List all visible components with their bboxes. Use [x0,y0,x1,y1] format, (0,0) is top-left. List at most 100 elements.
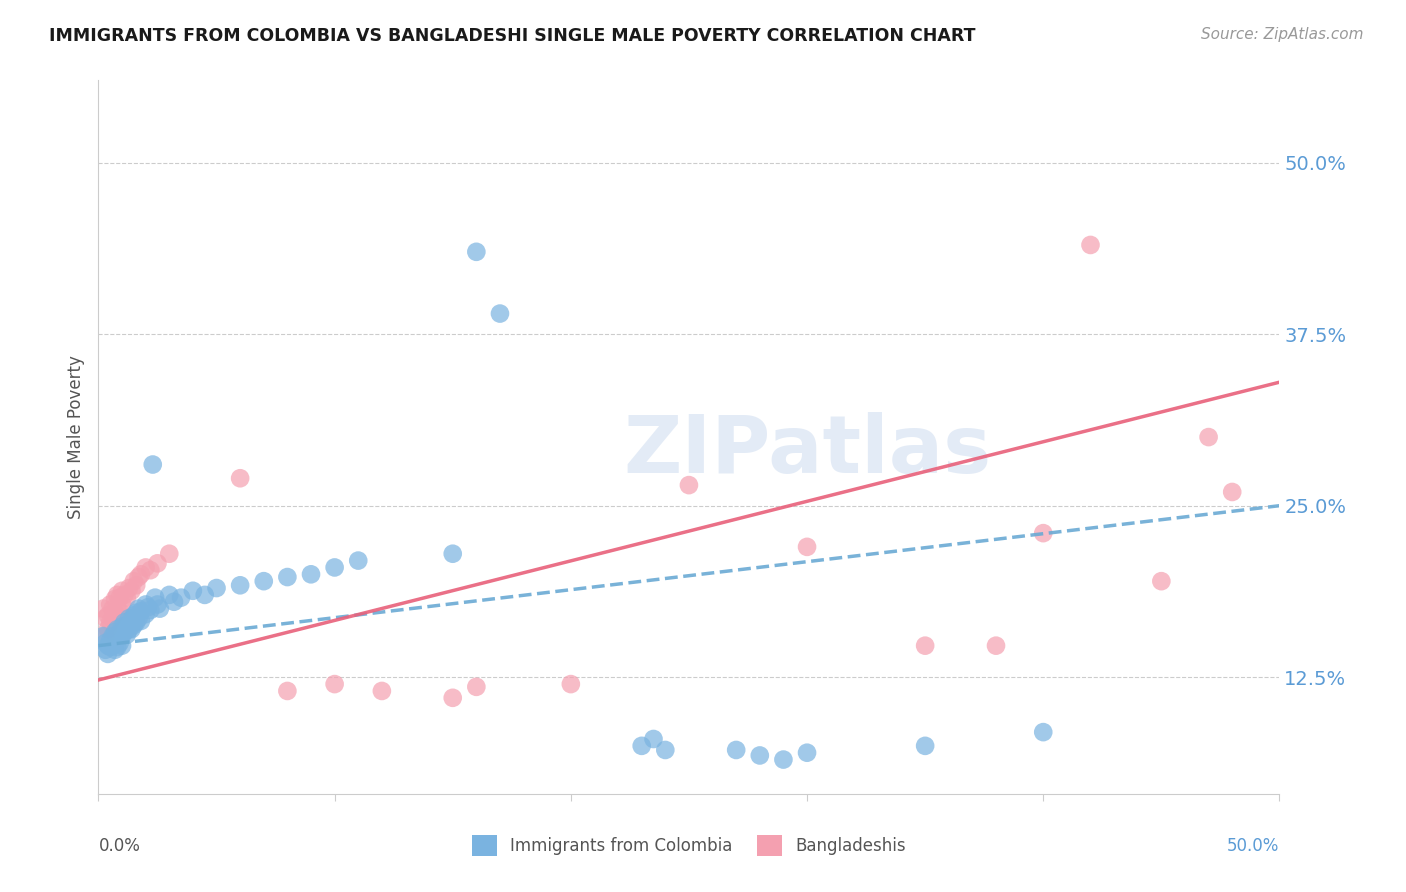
Point [643,731,665,746]
Point [139,563,162,577]
Point [135,560,157,574]
Point [772,753,794,767]
Point [108,626,131,640]
Point [111,583,134,598]
Point [105,601,128,615]
Point [112,588,135,602]
Point [122,608,145,623]
Point [229,578,252,592]
Point [122,574,145,589]
Point [984,639,1007,653]
Point [229,471,252,485]
Point [914,739,936,753]
Point [125,578,148,592]
Point [101,601,124,615]
Point [1032,725,1054,739]
Point [146,557,169,571]
Point [101,611,124,625]
Point [98,633,121,648]
Point [748,748,770,763]
Point [125,606,148,620]
Point [678,478,700,492]
Point [163,595,186,609]
Point [170,591,193,605]
Point [115,591,138,605]
Point [128,570,150,584]
Point [347,553,370,567]
Point [94,629,117,643]
Point [91,601,114,615]
Text: 50.0%: 50.0% [1227,837,1279,855]
Point [91,629,114,643]
Point [157,588,180,602]
Point [630,739,652,753]
Point [136,600,159,615]
Point [1198,430,1220,444]
Point [97,622,120,636]
Point [299,567,322,582]
Point [139,603,162,617]
Point [149,601,172,615]
Point [796,540,818,554]
Point [181,583,204,598]
Point [371,684,394,698]
Point [112,615,135,630]
Point [111,619,134,633]
Text: IMMIGRANTS FROM COLOMBIA VS BANGLADESHI SINGLE MALE POVERTY CORRELATION CHART: IMMIGRANTS FROM COLOMBIA VS BANGLADESHI … [49,27,976,45]
Point [115,618,138,632]
Point [276,570,298,584]
Text: Source: ZipAtlas.com: Source: ZipAtlas.com [1201,27,1364,42]
Point [489,307,512,321]
Point [97,647,120,661]
Point [104,642,127,657]
Point [725,743,748,757]
Point [98,598,121,612]
Y-axis label: Single Male Poverty: Single Male Poverty [66,355,84,519]
Point [560,677,582,691]
Point [253,574,276,589]
Text: ZIPatlas: ZIPatlas [623,412,991,491]
Point [125,615,148,630]
Point [129,567,152,582]
Legend: Immigrants from Colombia, Bangladeshis: Immigrants from Colombia, Bangladeshis [463,827,915,864]
Point [104,592,127,607]
Point [194,588,217,602]
Point [105,640,128,654]
Point [94,642,117,657]
Text: 0.0%: 0.0% [98,837,141,855]
Point [105,632,128,646]
Point [1220,485,1243,500]
Point [118,622,141,636]
Point [441,690,464,705]
Point [121,613,143,627]
Point [108,636,131,650]
Point [205,581,228,595]
Point [122,618,145,632]
Point [129,604,152,618]
Point [97,639,120,653]
Point [98,615,121,630]
Point [796,746,818,760]
Point [105,622,128,636]
Point [105,588,128,602]
Point [98,640,121,654]
Point [104,633,127,648]
Point [97,608,120,623]
Point [142,458,165,472]
Point [1150,574,1173,589]
Point [465,680,488,694]
Point [1032,526,1054,541]
Point [914,639,936,653]
Point [128,601,150,615]
Point [129,614,152,628]
Point [121,622,143,636]
Point [654,743,676,757]
Point [118,581,141,595]
Point [111,629,134,643]
Point [115,628,138,642]
Point [157,547,180,561]
Point [118,611,141,625]
Point [104,624,127,639]
Point [146,598,169,612]
Point [121,583,143,598]
